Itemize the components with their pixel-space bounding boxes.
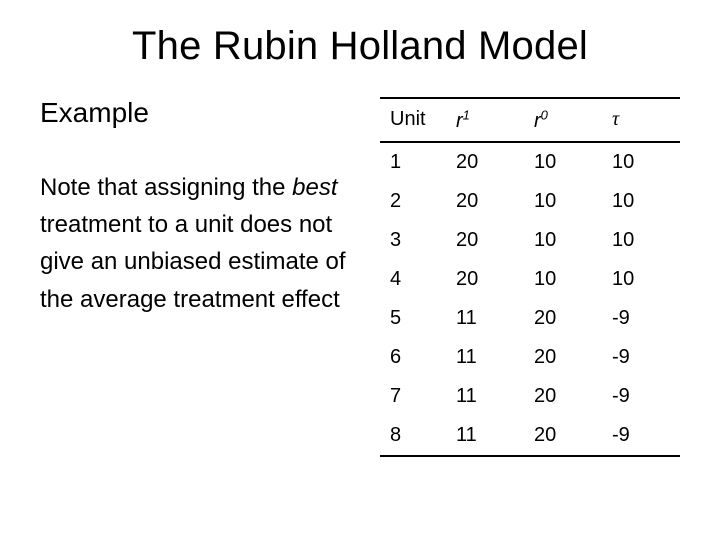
table-cell: 10	[524, 182, 602, 221]
table-cell: 20	[524, 416, 602, 456]
table-cell: 2	[380, 182, 446, 221]
table-header: Unit r1 r0 τ	[380, 98, 680, 142]
page-title: The Rubin Holland Model	[40, 24, 680, 69]
table-cell: 11	[446, 377, 524, 416]
table-cell: -9	[602, 416, 680, 456]
table-cell: 10	[602, 221, 680, 260]
table-row: 51120-9	[380, 299, 680, 338]
table-cell: 7	[380, 377, 446, 416]
note-text-italic: best	[292, 174, 337, 201]
table-body: 120101022010103201010420101051120-961120…	[380, 142, 680, 456]
table-cell: 11	[446, 299, 524, 338]
table-cell: 3	[380, 221, 446, 260]
table-cell: -9	[602, 338, 680, 377]
right-column: Unit r1 r0 τ 120101022010103201010420101…	[380, 97, 680, 457]
table-cell: 11	[446, 338, 524, 377]
table-row: 81120-9	[380, 416, 680, 456]
table-cell: 4	[380, 260, 446, 299]
col-r0: r0	[524, 98, 602, 142]
table-cell: 20	[524, 338, 602, 377]
table-row: 3201010	[380, 221, 680, 260]
table-row: 2201010	[380, 182, 680, 221]
col-unit: Unit	[380, 98, 446, 142]
table-cell: 10	[602, 142, 680, 182]
table-cell: 8	[380, 416, 446, 456]
table-cell: 10	[524, 260, 602, 299]
table-cell: 20	[446, 142, 524, 182]
content-row: Example Note that assigning the best tre…	[40, 97, 680, 457]
table-cell: 20	[446, 221, 524, 260]
table-cell: 10	[524, 221, 602, 260]
table-row: 1201010	[380, 142, 680, 182]
table-cell: 6	[380, 338, 446, 377]
col-tau: τ	[602, 98, 680, 142]
table-cell: 1	[380, 142, 446, 182]
table-cell: -9	[602, 299, 680, 338]
table-cell: 10	[602, 182, 680, 221]
example-subtitle: Example	[40, 97, 372, 129]
data-table: Unit r1 r0 τ 120101022010103201010420101…	[380, 97, 680, 457]
table-cell: 20	[524, 377, 602, 416]
table-cell: 20	[446, 182, 524, 221]
note-text-pre: Note that assigning the	[40, 174, 292, 201]
table-cell: 20	[446, 260, 524, 299]
table-cell: 10	[524, 142, 602, 182]
note-paragraph: Note that assigning the best treatment t…	[40, 169, 372, 318]
table-row: 61120-9	[380, 338, 680, 377]
table-row: 71120-9	[380, 377, 680, 416]
left-column: Example Note that assigning the best tre…	[40, 97, 380, 318]
col-r1: r1	[446, 98, 524, 142]
table-cell: 10	[602, 260, 680, 299]
table-cell: -9	[602, 377, 680, 416]
note-text-post: treatment to a unit does not give an unb…	[40, 211, 346, 312]
slide: The Rubin Holland Model Example Note tha…	[0, 0, 720, 540]
table-row: 4201010	[380, 260, 680, 299]
table-cell: 11	[446, 416, 524, 456]
table-cell: 20	[524, 299, 602, 338]
table-cell: 5	[380, 299, 446, 338]
